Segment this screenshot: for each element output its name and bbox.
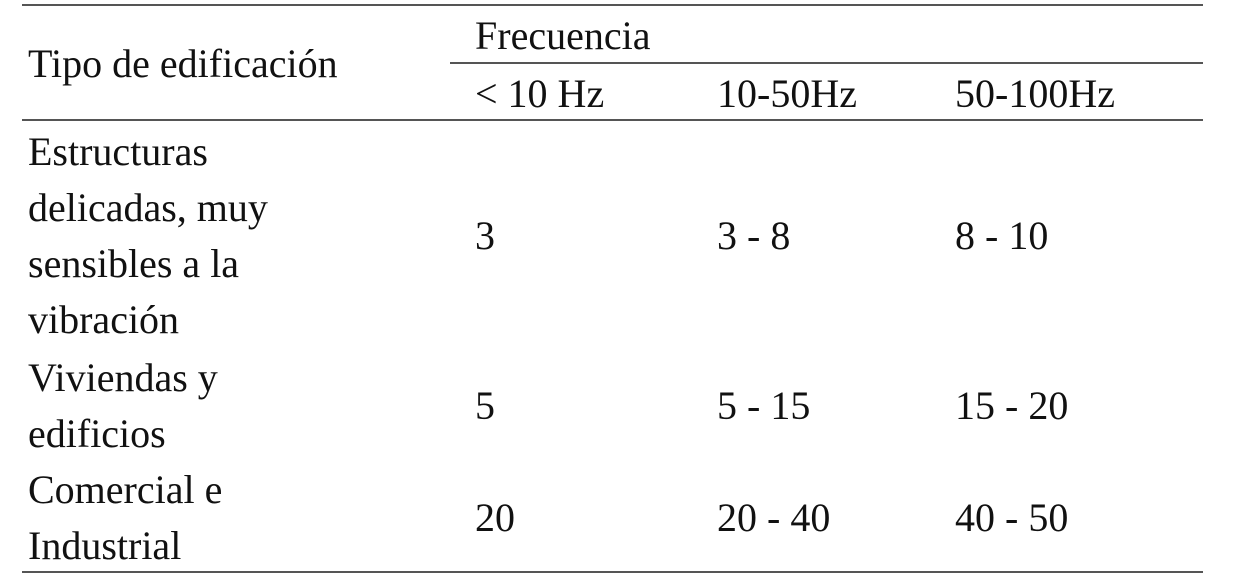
- cell-text: 5: [475, 383, 495, 428]
- cell-text: Estructuras delicadas, muy sensibles a l…: [28, 129, 268, 342]
- value-cell: 5: [475, 350, 705, 462]
- value-cell: 20 - 40: [717, 462, 947, 574]
- value-cell: 8 - 10: [955, 122, 1195, 350]
- value-cell: 15 - 20: [955, 350, 1195, 462]
- cell-text: 50-100Hz: [955, 71, 1115, 116]
- cell-text: 8 - 10: [955, 213, 1049, 258]
- cell-text: 15 - 20: [955, 383, 1069, 428]
- cell-text: 40 - 50: [955, 495, 1069, 540]
- value-cell: 3: [475, 122, 705, 350]
- cell-text: 20 - 40: [717, 495, 831, 540]
- row-label: Estructuras delicadas, muy sensibles a l…: [28, 122, 338, 350]
- top-rule: [22, 4, 1203, 6]
- cell-text: Viviendas y edificios: [28, 355, 218, 456]
- header-text: Tipo de edificación: [28, 41, 338, 86]
- cell-text: 3: [475, 213, 495, 258]
- column-header: < 10 Hz: [475, 66, 705, 122]
- value-cell: 20: [475, 462, 705, 574]
- bottom-rule: [22, 571, 1203, 573]
- value-cell: 3 - 8: [717, 122, 947, 350]
- header-rule: [22, 119, 1203, 121]
- cell-text: 5 - 15: [717, 383, 811, 428]
- row-label: Viviendas y edificios: [28, 350, 338, 462]
- group-rule: [450, 62, 1203, 64]
- row-label: Comercial e Industrial: [28, 462, 338, 574]
- column-header: 10-50Hz: [717, 66, 947, 122]
- column-header: 50-100Hz: [955, 66, 1195, 122]
- cell-text: < 10 Hz: [475, 71, 605, 116]
- cell-text: 10-50Hz: [717, 71, 857, 116]
- cell-text: 3 - 8: [717, 213, 791, 258]
- value-cell: 5 - 15: [717, 350, 947, 462]
- group-header: Frecuencia: [475, 8, 875, 64]
- header-text: Frecuencia: [475, 13, 651, 58]
- row-label-header: Tipo de edificación: [28, 8, 448, 120]
- value-cell: 40 - 50: [955, 462, 1195, 574]
- cell-text: Comercial e Industrial: [28, 467, 223, 568]
- cell-text: 20: [475, 495, 515, 540]
